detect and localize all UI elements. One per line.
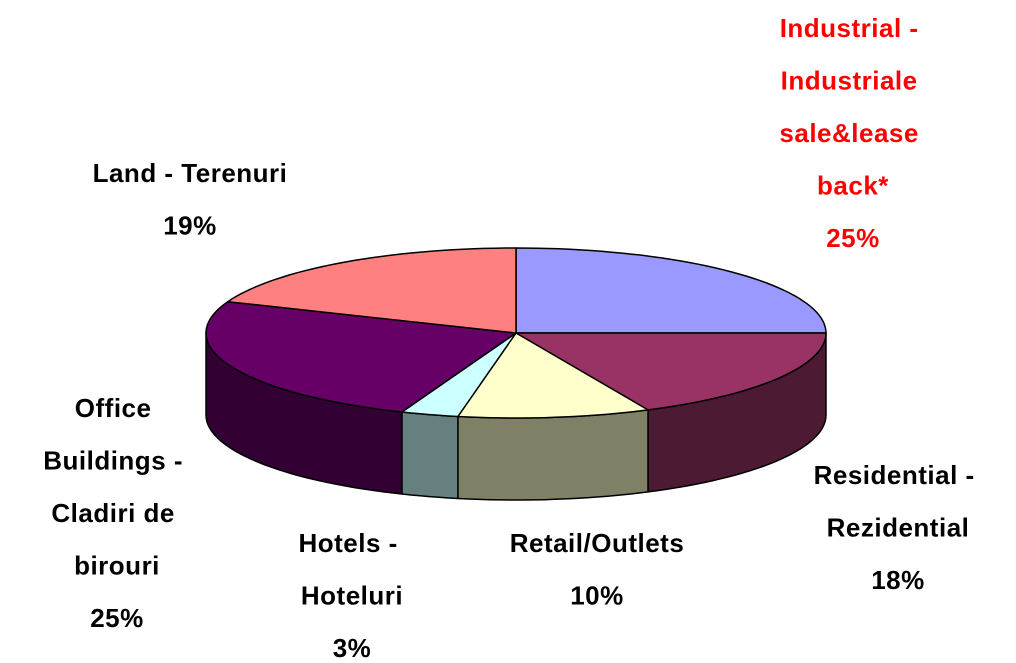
slice-label: Land - Terenuri bbox=[93, 158, 288, 188]
slice bbox=[515, 332, 827, 411]
slice-label: Retail/Outlets bbox=[510, 528, 685, 558]
slice-value-label: 3% bbox=[333, 633, 372, 663]
slice-value-label: 25% bbox=[826, 223, 880, 253]
slice-side bbox=[401, 411, 459, 500]
slice-value-label: 19% bbox=[163, 210, 217, 240]
slice bbox=[515, 247, 827, 334]
slice-label: Hotels - Hoteluri bbox=[298, 528, 405, 611]
slice bbox=[205, 300, 517, 413]
slice bbox=[401, 332, 517, 418]
slice bbox=[227, 247, 517, 334]
slice-label: Industrial - Industriale sale&lease back… bbox=[779, 13, 926, 201]
slice-label: Office Buildings - Cladiri de birouri bbox=[43, 393, 191, 581]
slice-value-label: 18% bbox=[871, 565, 925, 595]
slice-value-label: 10% bbox=[570, 580, 624, 610]
slice bbox=[457, 332, 649, 419]
slice-value-label: 25% bbox=[90, 603, 144, 633]
slice-side bbox=[457, 409, 649, 501]
slice-label: Residential - Rezidential bbox=[814, 460, 983, 543]
